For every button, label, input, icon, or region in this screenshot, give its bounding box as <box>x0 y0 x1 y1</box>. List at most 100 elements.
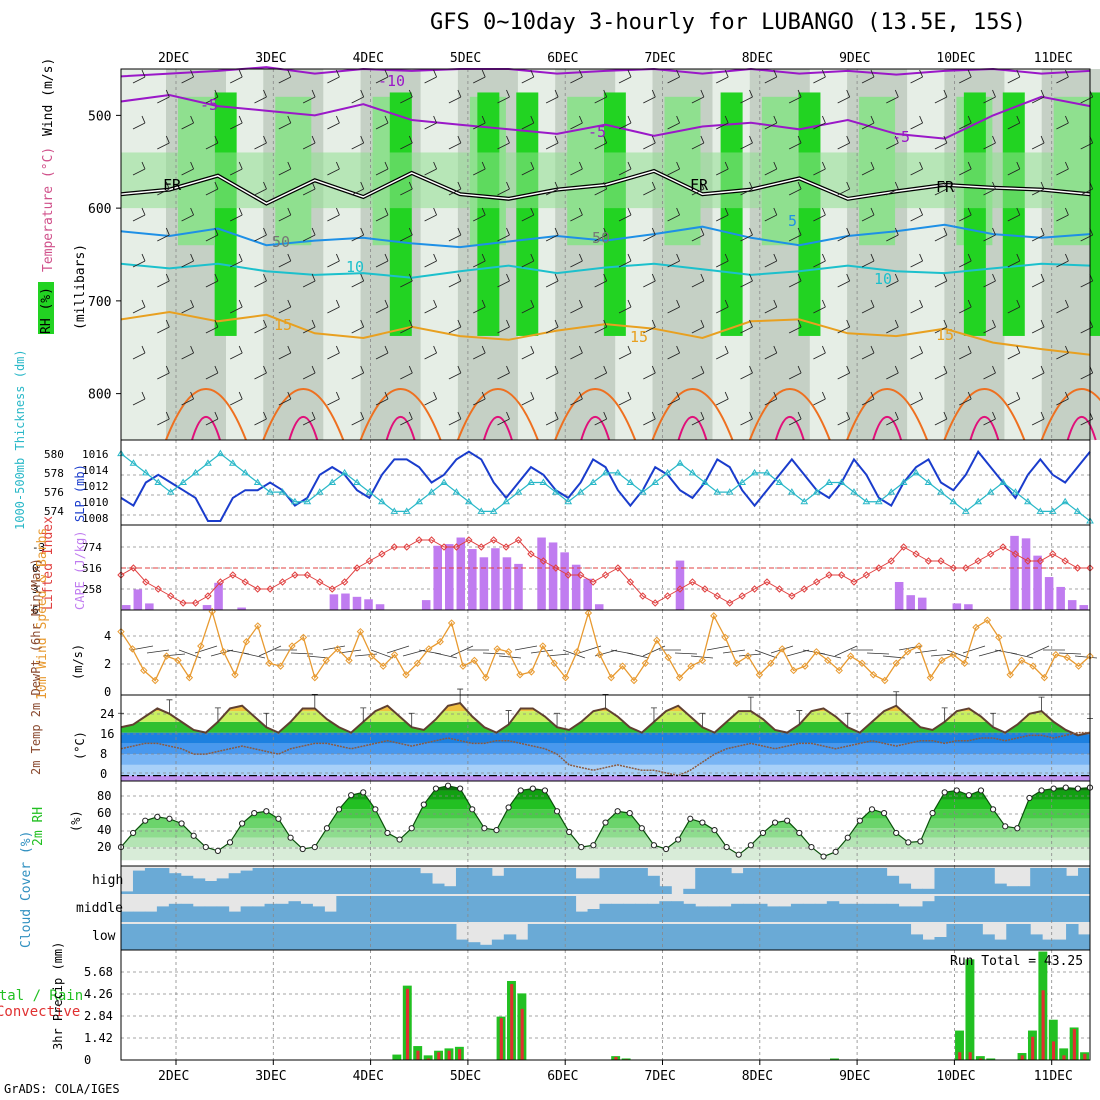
cloud-cell <box>623 924 636 950</box>
cloud-cell <box>599 924 612 950</box>
rh-point <box>311 844 318 851</box>
wind-barb <box>157 227 170 242</box>
wind-barb <box>132 391 146 406</box>
cloud-cell <box>228 924 242 950</box>
axis-labels: RH (%) Temperature (°C) Wind (m/s) (milliba… <box>0 58 88 1050</box>
surface-barb <box>722 649 746 654</box>
wind-barb <box>545 181 559 196</box>
date-label-top: 6DEC <box>547 51 578 66</box>
rh-point <box>832 848 839 855</box>
wind-barb <box>813 207 826 222</box>
thickness-point <box>763 468 771 476</box>
thickness-point <box>850 488 858 495</box>
date-axes: 2DEC 2DEC 3DEC 3DEC 4DEC 4DEC 5DEC 5DEC 6DEC 6DEC… <box>158 51 1073 1084</box>
wind-barb <box>740 227 753 242</box>
wind-barb <box>715 253 729 268</box>
thickness-point <box>1073 507 1082 514</box>
cape-bar <box>548 542 558 610</box>
thickness-point <box>663 468 672 476</box>
wind-barb <box>302 365 316 380</box>
wind-barb <box>424 115 438 130</box>
wind-barb <box>618 299 632 314</box>
wind-barb <box>643 365 656 380</box>
thickness-point <box>800 497 809 505</box>
wind-barb <box>497 181 510 196</box>
wind-speed-point <box>459 662 467 670</box>
wind-barb <box>472 207 486 222</box>
rh-point <box>1002 823 1009 830</box>
slp-axis-label: SLP (mb) <box>73 464 87 522</box>
cloud-cell <box>1006 924 1019 950</box>
wind-barb <box>132 69 146 84</box>
li-point <box>713 592 722 600</box>
wind-barb <box>983 319 996 334</box>
wind-barb <box>1056 161 1069 176</box>
rh-green-column <box>389 92 412 336</box>
thickness-tick-label: 574 <box>44 505 64 518</box>
wind-speed-point <box>174 656 182 665</box>
cloud-cell <box>1030 934 1043 950</box>
rh-point <box>784 817 791 824</box>
isotherm-20-arc <box>943 388 1026 441</box>
wind-barb <box>351 365 365 380</box>
cloud-cell <box>324 868 337 894</box>
wind-barb <box>375 253 389 268</box>
slp-line <box>120 449 1091 522</box>
cloud-cell <box>862 924 876 950</box>
cloud-cell <box>695 868 708 894</box>
wind-speed-point <box>607 673 615 682</box>
wind-tick-label: 2 <box>104 657 111 671</box>
cloud-cell <box>814 868 828 894</box>
thickness-point <box>837 478 846 485</box>
wind-barb <box>302 135 316 150</box>
precip-tick-label: 2.84 <box>84 1009 113 1023</box>
rh-point <box>711 827 718 834</box>
upper-air-panel: -10 -5 -5 -5 FR FR FR 5 10 10 15 15 15 50 50 500 600 700 8… <box>88 66 1100 441</box>
wind-barb <box>375 207 389 222</box>
wind-barb <box>181 207 195 222</box>
temp2m-panel: 24 16 8 0 <box>100 688 1093 782</box>
temp-tick-label: 0 <box>100 767 107 781</box>
wind-speed-point <box>345 656 353 665</box>
contour-label: 15 <box>274 316 292 334</box>
precip-axis-label: 3hr Precip (mm) <box>51 942 65 1050</box>
wind-speed-point <box>938 656 946 665</box>
wind-barb <box>764 299 778 314</box>
rh-point <box>154 813 161 820</box>
cloud-cell <box>503 934 517 950</box>
rh-point <box>723 844 730 851</box>
wind-barb <box>278 207 292 222</box>
surface-barb <box>434 652 458 659</box>
li-point <box>340 578 349 586</box>
rh-point <box>759 829 767 837</box>
wind-speed-point <box>402 671 410 679</box>
surface-barb <box>370 649 394 659</box>
minmax-whisker <box>1038 696 1045 712</box>
cloud-cell <box>1018 924 1031 950</box>
wind-speed-point <box>299 633 308 642</box>
cloud-cell <box>336 924 349 950</box>
wind-barb <box>254 89 267 104</box>
rh-green-column <box>720 92 743 336</box>
cloud-cell <box>551 868 565 894</box>
wind-speed-point <box>208 607 216 616</box>
wind-speed-point <box>504 648 513 656</box>
cloud-cell <box>444 896 457 922</box>
cloud-cell <box>934 937 947 950</box>
cloud-cell <box>563 868 577 894</box>
thickness-point <box>141 468 150 476</box>
wind-barb <box>958 69 972 84</box>
wind-barb <box>983 411 996 426</box>
rh-point <box>335 806 343 813</box>
cloud-cell <box>958 924 971 950</box>
page-title: GFS 0~10day 3-hourly for LUBANGO (13.5E,… <box>430 10 1027 35</box>
precip-convective-bar <box>458 1049 462 1060</box>
cloud-cell <box>372 924 385 950</box>
rh-point <box>965 792 972 799</box>
li-point <box>887 557 895 565</box>
li-point <box>862 571 871 579</box>
cloud-cell <box>408 924 421 950</box>
surface-barb <box>1010 652 1034 659</box>
wind-barb <box>691 181 705 196</box>
precip-convective-bar <box>1083 1053 1087 1060</box>
